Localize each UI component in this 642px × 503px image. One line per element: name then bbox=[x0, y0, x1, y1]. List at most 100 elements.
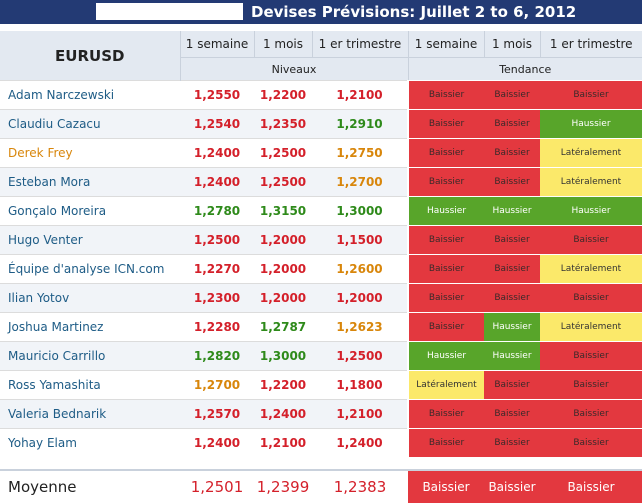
trend-cell: Baissier bbox=[540, 80, 642, 110]
trend-cell: Baissier bbox=[407, 138, 484, 168]
level-value: 1,2600 bbox=[312, 254, 408, 284]
trend-cell: Baissier bbox=[484, 80, 540, 110]
trend-cell: Baissier bbox=[540, 428, 642, 457]
level-value: 1,2000 bbox=[312, 283, 408, 313]
table-row: Adam Narczewski 1,2550 1,2200 1,2100 Baissie… bbox=[0, 80, 642, 110]
page-title: Devises Prévisions: Juillet 2 to 6, 2012 bbox=[251, 3, 577, 21]
forecast-table: EURUSD 1 semaine 1 mois 1 er trimestre 1… bbox=[0, 31, 642, 503]
trend-col-header-quarter: 1 er trimestre bbox=[539, 31, 642, 58]
col-header-quarter: 1 er trimestre bbox=[311, 31, 408, 58]
trend-cell: Baissier bbox=[407, 428, 484, 457]
trend-cell: Baissier bbox=[484, 254, 540, 284]
level-value: 1,3000 bbox=[312, 196, 408, 226]
analyst-name: Équipe d'analyse ICN.com bbox=[0, 254, 180, 284]
trend-cell: Baissier bbox=[407, 167, 484, 197]
analyst-name: Joshua Martinez bbox=[0, 312, 180, 342]
trend-cell: Latéralement bbox=[540, 167, 642, 197]
table-row: Mauricio Carrillo 1,2820 1,3000 1,2500 Hauss… bbox=[0, 341, 642, 371]
table-row: Joshua Martinez 1,2280 1,2787 1,2623 Baissie… bbox=[0, 312, 642, 342]
trend-cell: Baissier bbox=[484, 283, 540, 313]
level-value: 1,2750 bbox=[312, 138, 408, 168]
table-row: Ross Yamashita 1,2700 1,2200 1,1800 Latérale… bbox=[0, 370, 642, 400]
table-row: Esteban Mora 1,2400 1,2500 1,2700 Baissier Ba… bbox=[0, 167, 642, 197]
trend-cell: Baissier bbox=[540, 283, 642, 313]
level-value: 1,2910 bbox=[312, 109, 408, 139]
average-row: Moyenne 1,2501 1,2399 1,2383 Baissier Baissie… bbox=[0, 469, 642, 503]
average-level-value: 1,2399 bbox=[254, 469, 312, 503]
average-level-value: 1,2501 bbox=[180, 469, 254, 503]
table-row: Gonçalo Moreira 1,2780 1,3150 1,3000 Haussie… bbox=[0, 196, 642, 226]
level-value: 1,2700 bbox=[180, 370, 254, 400]
level-value: 1,2270 bbox=[180, 254, 254, 284]
trend-cell: Baissier bbox=[484, 109, 540, 139]
col-header-week: 1 semaine bbox=[179, 31, 254, 58]
spacer-cell bbox=[0, 457, 642, 470]
average-label: Moyenne bbox=[0, 469, 180, 503]
level-value: 1,2570 bbox=[180, 399, 254, 429]
trend-cell: Haussier bbox=[407, 341, 484, 371]
trend-cell: Haussier bbox=[407, 196, 484, 226]
trend-cell: Haussier bbox=[484, 341, 540, 371]
analyst-name: Hugo Venter bbox=[0, 225, 180, 255]
trend-cell: Baissier bbox=[407, 399, 484, 429]
trend-cell: Baissier bbox=[540, 225, 642, 255]
trend-cell: Baissier bbox=[540, 370, 642, 400]
level-value: 1,2500 bbox=[180, 225, 254, 255]
level-value: 1,2350 bbox=[254, 109, 312, 139]
analyst-name: Ilian Yotov bbox=[0, 283, 180, 313]
trend-cell: Haussier bbox=[484, 312, 540, 342]
spacer-row bbox=[0, 457, 642, 470]
level-value: 1,2280 bbox=[180, 312, 254, 342]
table-row: Valeria Bednarik 1,2570 1,2400 1,2100 Baissi… bbox=[0, 399, 642, 429]
trend-cell: Baissier bbox=[407, 80, 484, 110]
level-value: 1,2780 bbox=[180, 196, 254, 226]
table-row: Équipe d'analyse ICN.com 1,2270 1,2000 1,26… bbox=[0, 254, 642, 284]
level-value: 1,2100 bbox=[312, 80, 408, 110]
level-value: 1,1800 bbox=[312, 370, 408, 400]
level-value: 1,2000 bbox=[254, 225, 312, 255]
level-value: 1,2550 bbox=[180, 80, 254, 110]
level-value: 1,2200 bbox=[254, 80, 312, 110]
level-value: 1,2540 bbox=[180, 109, 254, 139]
level-value: 1,3150 bbox=[254, 196, 312, 226]
table-row: Claudiu Cazacu 1,2540 1,2350 1,2910 Baissier… bbox=[0, 109, 642, 139]
analyst-name: Yohay Elam bbox=[0, 428, 180, 457]
average-level-value: 1,2383 bbox=[312, 469, 408, 503]
trend-cell: Latéralement bbox=[540, 312, 642, 342]
trend-cell: Baissier bbox=[484, 428, 540, 457]
trend-cell: Latéralement bbox=[540, 138, 642, 168]
level-value: 1,2000 bbox=[254, 283, 312, 313]
trend-group-header: Tendance bbox=[407, 57, 642, 81]
trend-col-header-week: 1 semaine bbox=[407, 31, 484, 58]
trend-cell: Latéralement bbox=[540, 254, 642, 284]
levels-group-header: Niveaux bbox=[179, 57, 408, 81]
average-trend-cell: Baissier bbox=[484, 469, 540, 503]
analyst-name: Valeria Bednarik bbox=[0, 399, 180, 429]
level-value: 1,2000 bbox=[254, 254, 312, 284]
trend-cell: Haussier bbox=[484, 196, 540, 226]
level-value: 1,2623 bbox=[312, 312, 408, 342]
level-value: 1,3000 bbox=[254, 341, 312, 371]
level-value: 1,2100 bbox=[312, 399, 408, 429]
analyst-name: Mauricio Carrillo bbox=[0, 341, 180, 371]
level-value: 1,2787 bbox=[254, 312, 312, 342]
level-value: 1,2500 bbox=[254, 138, 312, 168]
level-value: 1,2400 bbox=[312, 428, 408, 457]
currency-pair-header: EURUSD bbox=[0, 31, 180, 81]
trend-cell: Haussier bbox=[540, 109, 642, 139]
trend-cell: Latéralement bbox=[407, 370, 484, 400]
trend-cell: Baissier bbox=[484, 399, 540, 429]
table-row: Yohay Elam 1,2400 1,2100 1,2400 Baissier Bais… bbox=[0, 428, 642, 457]
level-value: 1,2500 bbox=[254, 167, 312, 197]
trend-cell: Baissier bbox=[407, 312, 484, 342]
trend-cell: Baissier bbox=[540, 341, 642, 371]
level-value: 1,1500 bbox=[312, 225, 408, 255]
trend-cell: Baissier bbox=[407, 283, 484, 313]
col-header-month: 1 mois bbox=[253, 31, 312, 58]
trend-cell: Baissier bbox=[484, 225, 540, 255]
trend-col-header-month: 1 mois bbox=[483, 31, 540, 58]
trend-cell: Baissier bbox=[407, 109, 484, 139]
trend-cell: Haussier bbox=[540, 196, 642, 226]
analyst-name: Claudiu Cazacu bbox=[0, 109, 180, 139]
level-value: 1,2400 bbox=[180, 138, 254, 168]
